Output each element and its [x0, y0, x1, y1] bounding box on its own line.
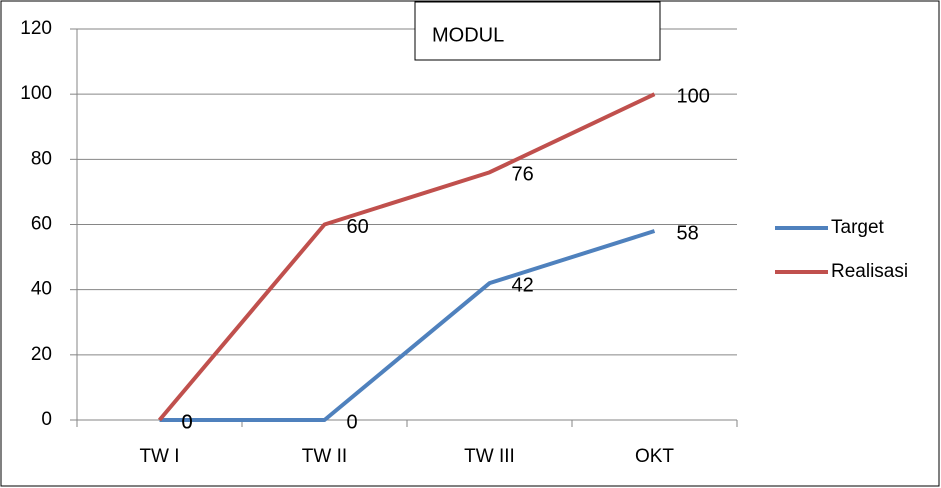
title-box — [414, 1, 661, 61]
data-label: 0 — [182, 411, 193, 433]
series-line — [159, 229, 656, 422]
y-tick-label: 40 — [31, 279, 52, 300]
y-tick-label: 80 — [31, 148, 52, 169]
chart-title: MODUL — [432, 24, 504, 46]
y-tick-label: 0 — [41, 409, 52, 430]
data-label: 42 — [512, 274, 534, 296]
y-tick-label: 120 — [20, 18, 52, 39]
data-label: 0 — [347, 411, 358, 433]
data-label: 76 — [512, 164, 534, 186]
y-tick-label: 20 — [31, 344, 52, 365]
y-tick-label: 60 — [31, 214, 52, 235]
legend-label: Target — [831, 217, 885, 238]
data-label: 100 — [677, 85, 710, 107]
y-tick-label: 100 — [20, 83, 52, 104]
data-label: 0 — [182, 411, 193, 433]
legend-label: Realisasi — [831, 261, 908, 282]
data-label: 60 — [347, 216, 369, 238]
x-tick-label: TW I — [139, 446, 179, 467]
x-tick-label: TW III — [464, 446, 515, 467]
data-label: 58 — [677, 222, 699, 244]
x-tick-label: OKT — [635, 446, 674, 467]
series-line — [157, 92, 656, 422]
x-tick-label: TW II — [302, 446, 347, 467]
